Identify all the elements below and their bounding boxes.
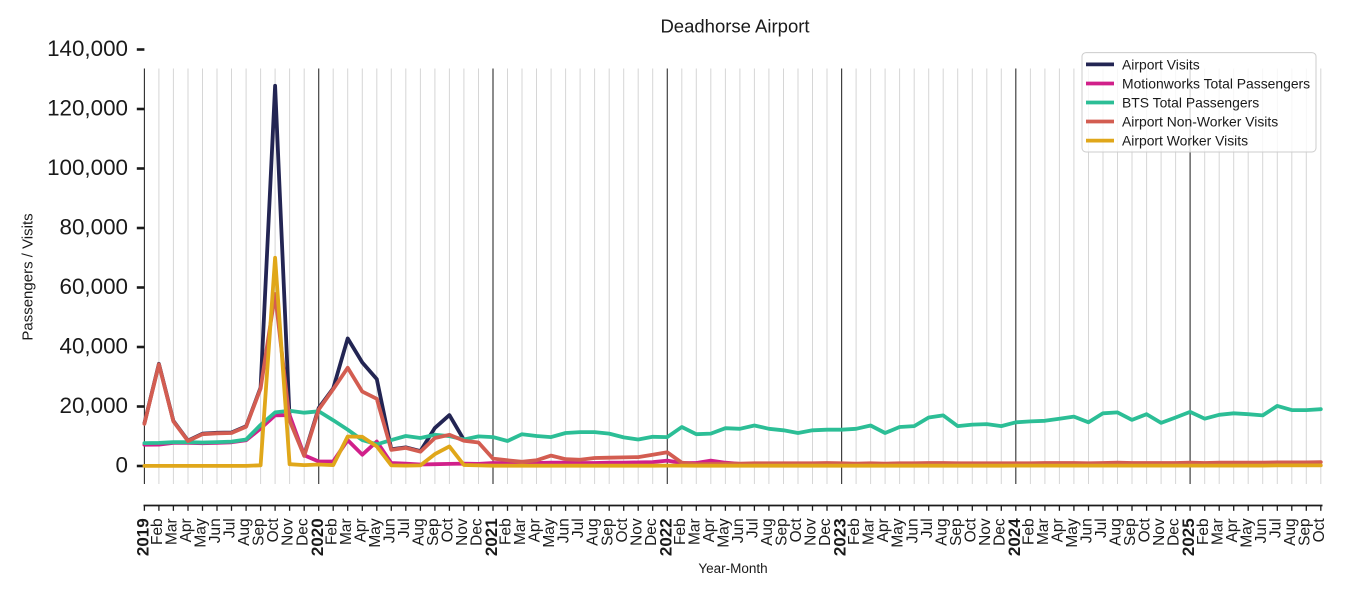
svg-text:Sep: Sep [251, 518, 268, 546]
svg-text:Dec: Dec [643, 518, 660, 546]
svg-text:Apr: Apr [352, 518, 369, 542]
svg-text:Jun: Jun [556, 518, 573, 543]
svg-text:Jun: Jun [904, 518, 921, 543]
svg-text:Mar: Mar [512, 518, 529, 545]
svg-text:Oct: Oct [1137, 518, 1154, 543]
svg-text:Sep: Sep [599, 518, 616, 546]
svg-text:Oct: Oct [1311, 518, 1328, 543]
svg-text:Jul: Jul [570, 518, 587, 538]
svg-text:Dec: Dec [817, 518, 834, 546]
svg-text:Feb: Feb [323, 518, 340, 545]
svg-text:Feb: Feb [672, 518, 689, 545]
svg-text:Mar: Mar [1035, 518, 1052, 545]
svg-text:May: May [367, 518, 384, 548]
svg-text:40,000: 40,000 [60, 334, 128, 359]
svg-text:May: May [1238, 518, 1255, 548]
svg-text:Jun: Jun [1253, 518, 1270, 543]
svg-text:Jun: Jun [381, 518, 398, 543]
svg-text:Jun: Jun [207, 518, 224, 543]
svg-text:Jul: Jul [745, 518, 762, 538]
svg-text:Dec: Dec [1166, 518, 1183, 546]
svg-text:Jul: Jul [396, 518, 413, 538]
svg-text:2022: 2022 [656, 518, 675, 556]
svg-text:Oct: Oct [962, 518, 979, 543]
svg-text:Feb: Feb [1195, 518, 1212, 545]
svg-text:Dec: Dec [294, 518, 311, 546]
svg-text:Oct: Oct [265, 518, 282, 543]
svg-text:Aug: Aug [411, 518, 428, 546]
svg-text:Nov: Nov [977, 518, 994, 546]
svg-text:120,000: 120,000 [47, 96, 128, 121]
svg-text:Nov: Nov [803, 518, 820, 546]
svg-text:60,000: 60,000 [60, 274, 128, 299]
svg-text:2020: 2020 [308, 518, 327, 556]
svg-text:Sep: Sep [948, 518, 965, 546]
svg-text:Sep: Sep [1296, 518, 1313, 546]
svg-text:Sep: Sep [1122, 518, 1139, 546]
svg-text:Nov: Nov [1151, 518, 1168, 546]
svg-text:Jul: Jul [1093, 518, 1110, 538]
svg-text:Aug: Aug [585, 518, 602, 546]
svg-text:May: May [193, 518, 210, 548]
svg-text:Sep: Sep [425, 518, 442, 546]
svg-text:140,000: 140,000 [47, 36, 128, 61]
svg-text:Apr: Apr [875, 518, 892, 542]
svg-text:Jul: Jul [919, 518, 936, 538]
svg-text:Airport Non-Worker Visits: Airport Non-Worker Visits [1122, 114, 1278, 130]
svg-text:Feb: Feb [1021, 518, 1038, 545]
svg-text:Nov: Nov [280, 518, 297, 546]
svg-text:Jun: Jun [730, 518, 747, 543]
svg-text:Apr: Apr [1224, 518, 1241, 542]
svg-text:Feb: Feb [149, 518, 166, 545]
svg-text:Jul: Jul [222, 518, 239, 538]
svg-text:Aug: Aug [1108, 518, 1125, 546]
svg-text:Dec: Dec [469, 518, 486, 546]
svg-text:May: May [541, 518, 558, 548]
svg-text:Motionworks Total Passengers: Motionworks Total Passengers [1122, 76, 1310, 92]
svg-text:Mar: Mar [1209, 518, 1226, 545]
svg-text:2024: 2024 [1005, 518, 1024, 556]
svg-text:Deadhorse Airport: Deadhorse Airport [660, 15, 809, 36]
svg-text:Apr: Apr [527, 518, 544, 542]
svg-text:Mar: Mar [338, 518, 355, 545]
svg-text:Passengers / Visits: Passengers / Visits [20, 213, 37, 340]
svg-text:Oct: Oct [788, 518, 805, 543]
svg-text:Dec: Dec [991, 518, 1008, 546]
svg-text:Mar: Mar [861, 518, 878, 545]
svg-text:Mar: Mar [686, 518, 703, 545]
svg-text:80,000: 80,000 [60, 215, 128, 240]
svg-text:Jun: Jun [1079, 518, 1096, 543]
svg-text:Mar: Mar [164, 518, 181, 545]
svg-text:May: May [716, 518, 733, 548]
svg-text:Nov: Nov [628, 518, 645, 546]
svg-text:Year-Month: Year-Month [698, 561, 767, 576]
svg-text:Airport Visits: Airport Visits [1122, 56, 1200, 72]
svg-text:2025: 2025 [1179, 518, 1198, 556]
svg-text:100,000: 100,000 [47, 155, 128, 180]
svg-text:Aug: Aug [236, 518, 253, 546]
svg-text:Apr: Apr [1050, 518, 1067, 542]
svg-text:May: May [1064, 518, 1081, 548]
svg-text:Nov: Nov [454, 518, 471, 546]
svg-text:Apr: Apr [701, 518, 718, 542]
svg-text:Aug: Aug [933, 518, 950, 546]
svg-text:Apr: Apr [178, 518, 195, 542]
svg-text:Jul: Jul [1267, 518, 1284, 538]
svg-text:2023: 2023 [831, 518, 850, 556]
svg-text:Airport Worker Visits: Airport Worker Visits [1122, 133, 1248, 149]
svg-text:Aug: Aug [759, 518, 776, 546]
svg-text:Feb: Feb [846, 518, 863, 545]
svg-text:2021: 2021 [482, 518, 501, 556]
svg-text:Sep: Sep [774, 518, 791, 546]
svg-text:Aug: Aug [1282, 518, 1299, 546]
svg-text:May: May [890, 518, 907, 548]
svg-text:Oct: Oct [440, 518, 457, 543]
svg-text:2019: 2019 [134, 518, 153, 556]
svg-text:20,000: 20,000 [60, 393, 128, 418]
svg-text:0: 0 [116, 453, 128, 478]
svg-text:Feb: Feb [498, 518, 515, 545]
svg-text:Oct: Oct [614, 518, 631, 543]
svg-text:BTS Total Passengers: BTS Total Passengers [1122, 95, 1259, 111]
